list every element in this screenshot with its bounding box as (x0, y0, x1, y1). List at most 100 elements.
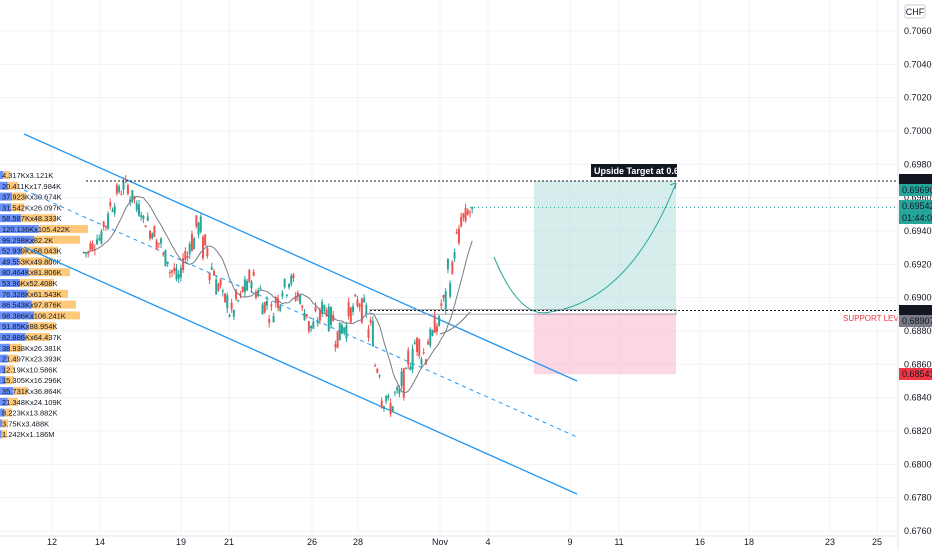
vp-label: 99.298Kx82.2K (2, 236, 53, 245)
price-tag[interactable] (899, 184, 932, 196)
candle-body (318, 309, 321, 321)
target-label: Upside Target at 0.6970 (594, 166, 694, 176)
price-tag[interactable] (899, 200, 932, 212)
vp-bar-up (0, 214, 21, 223)
candle-body (451, 261, 454, 274)
candle-body (208, 272, 211, 281)
projection-curve[interactable] (439, 182, 677, 335)
candle-body (107, 213, 110, 229)
candle-body (235, 290, 238, 300)
candle-body (299, 295, 302, 304)
candle-body (142, 216, 145, 219)
vp-bar-up (0, 408, 5, 417)
candle-body (349, 307, 352, 323)
candle-body (444, 291, 447, 310)
stop-zone[interactable] (534, 313, 676, 375)
vp-bar-up (0, 257, 19, 266)
vp-bar-down (12, 192, 26, 201)
candle-body (442, 295, 445, 299)
vp-bar-up (0, 376, 6, 385)
candle-body (400, 371, 403, 386)
candle-body (431, 330, 434, 336)
candle-body (429, 328, 432, 346)
vp-bar-down (31, 300, 76, 309)
entry-curve (439, 311, 471, 335)
price-tag-text: 0.69542 (902, 201, 932, 211)
time-label: 14 (95, 537, 105, 547)
candle-body (232, 309, 235, 317)
candle-body (292, 274, 295, 279)
candle-body (248, 270, 251, 282)
vp-label: 91.85Kx88.954K (2, 322, 57, 331)
candle-body (168, 272, 171, 274)
vp-bar-up (0, 430, 2, 439)
vp-label: 98.386Kx106.241K (2, 311, 66, 320)
candle-body (416, 337, 419, 352)
channel-upper-line[interactable] (23, 133, 578, 382)
support-label: SUPPORT LEVEL (843, 314, 909, 323)
vp-label: 3.75Kx3.488K (2, 419, 49, 428)
candle-body (160, 238, 163, 244)
candle-body (323, 305, 326, 311)
candle-body (283, 278, 286, 288)
candle-body (221, 290, 224, 292)
vp-bar-down (22, 246, 58, 255)
candle-body (146, 216, 149, 221)
time-label: 9 (567, 537, 572, 547)
candle-body (303, 312, 306, 321)
candle-body (402, 368, 405, 398)
candle-body (409, 366, 412, 370)
candle-body (153, 226, 156, 238)
candle-body (411, 348, 414, 370)
candle-body (316, 321, 319, 324)
currency-badge[interactable] (904, 4, 926, 19)
channel-mid-line[interactable] (23, 189, 578, 438)
candle-body (272, 315, 275, 323)
candle-body (259, 287, 262, 290)
candle-body (250, 281, 253, 289)
time-label: 21 (224, 537, 234, 547)
vp-bar-up (0, 192, 13, 201)
price-tag[interactable] (899, 305, 932, 317)
candle-body (237, 300, 240, 302)
vp-label: 76.328Kx61.543K (2, 290, 62, 299)
candle-body (449, 283, 452, 297)
candle-body (188, 243, 191, 255)
vp-bar-up (0, 387, 14, 395)
time-axis[interactable]: 12 14 19 21 26 28 Nov 4 9 11 16 18 23 25 (0, 535, 898, 547)
time-label: 18 (744, 537, 754, 547)
target-zone[interactable] (534, 181, 676, 311)
price-tag[interactable] (899, 315, 932, 327)
candle-body (325, 310, 328, 316)
vp-bar-up (0, 322, 29, 331)
vp-bar-up (0, 419, 3, 428)
channel-lower-line[interactable] (23, 246, 578, 495)
horizontal-levels[interactable] (86, 180, 898, 315)
time-label: Nov (432, 537, 449, 547)
price-tag[interactable] (899, 368, 932, 380)
price-tag[interactable] (899, 212, 932, 224)
support-box[interactable] (369, 309, 677, 315)
candle-body (369, 319, 372, 323)
vp-label: 21.497Kx23.393K (2, 355, 62, 364)
vp-bar-up (0, 333, 26, 341)
candle-body (307, 321, 310, 332)
projection-path[interactable] (493, 182, 677, 314)
vp-label: 49.553Kx49.806K (2, 257, 62, 266)
candle-body (424, 359, 427, 365)
candle-body (471, 206, 474, 210)
vp-label: 38.938Kx26.381K (2, 344, 62, 353)
candle-body (376, 368, 379, 373)
descending-channel[interactable] (23, 133, 578, 495)
candle-body (345, 325, 348, 339)
candle-body (281, 292, 284, 297)
price-tag[interactable] (899, 174, 932, 186)
candle-body (422, 351, 425, 354)
vp-bar-down (28, 322, 56, 331)
candle-body (190, 234, 193, 251)
candle-body (338, 322, 341, 341)
